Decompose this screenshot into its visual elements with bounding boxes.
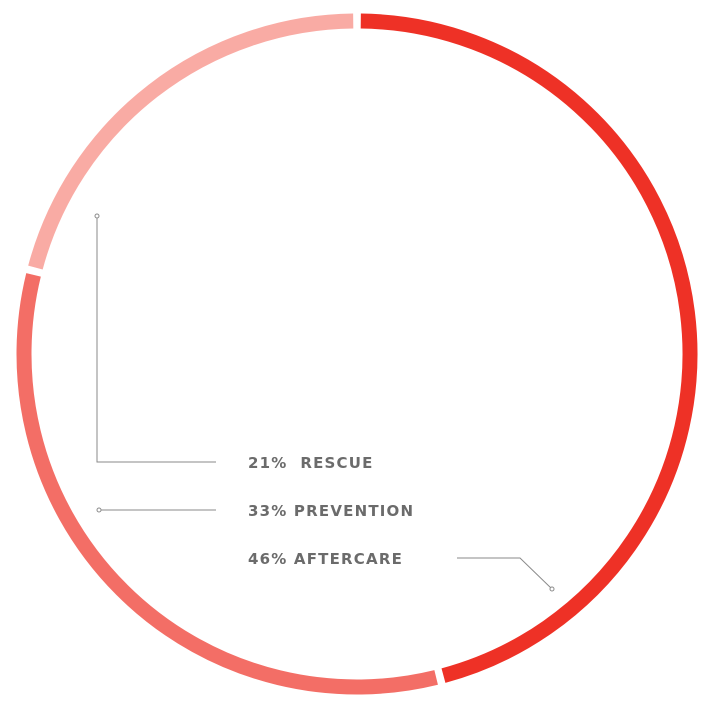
slice-rescue xyxy=(28,13,354,270)
label-rescue: 21% RESCUE xyxy=(248,454,374,472)
label-prevention: 33% PREVENTION xyxy=(248,502,414,520)
leader-aftercare xyxy=(457,557,555,592)
leader-prevention xyxy=(96,507,216,513)
donut-ring xyxy=(16,13,698,695)
slice-prevention xyxy=(16,273,438,695)
leader-rescue xyxy=(94,213,216,463)
slice-aftercare xyxy=(360,13,698,683)
label-aftercare: 46% AFTERCARE xyxy=(248,550,403,568)
